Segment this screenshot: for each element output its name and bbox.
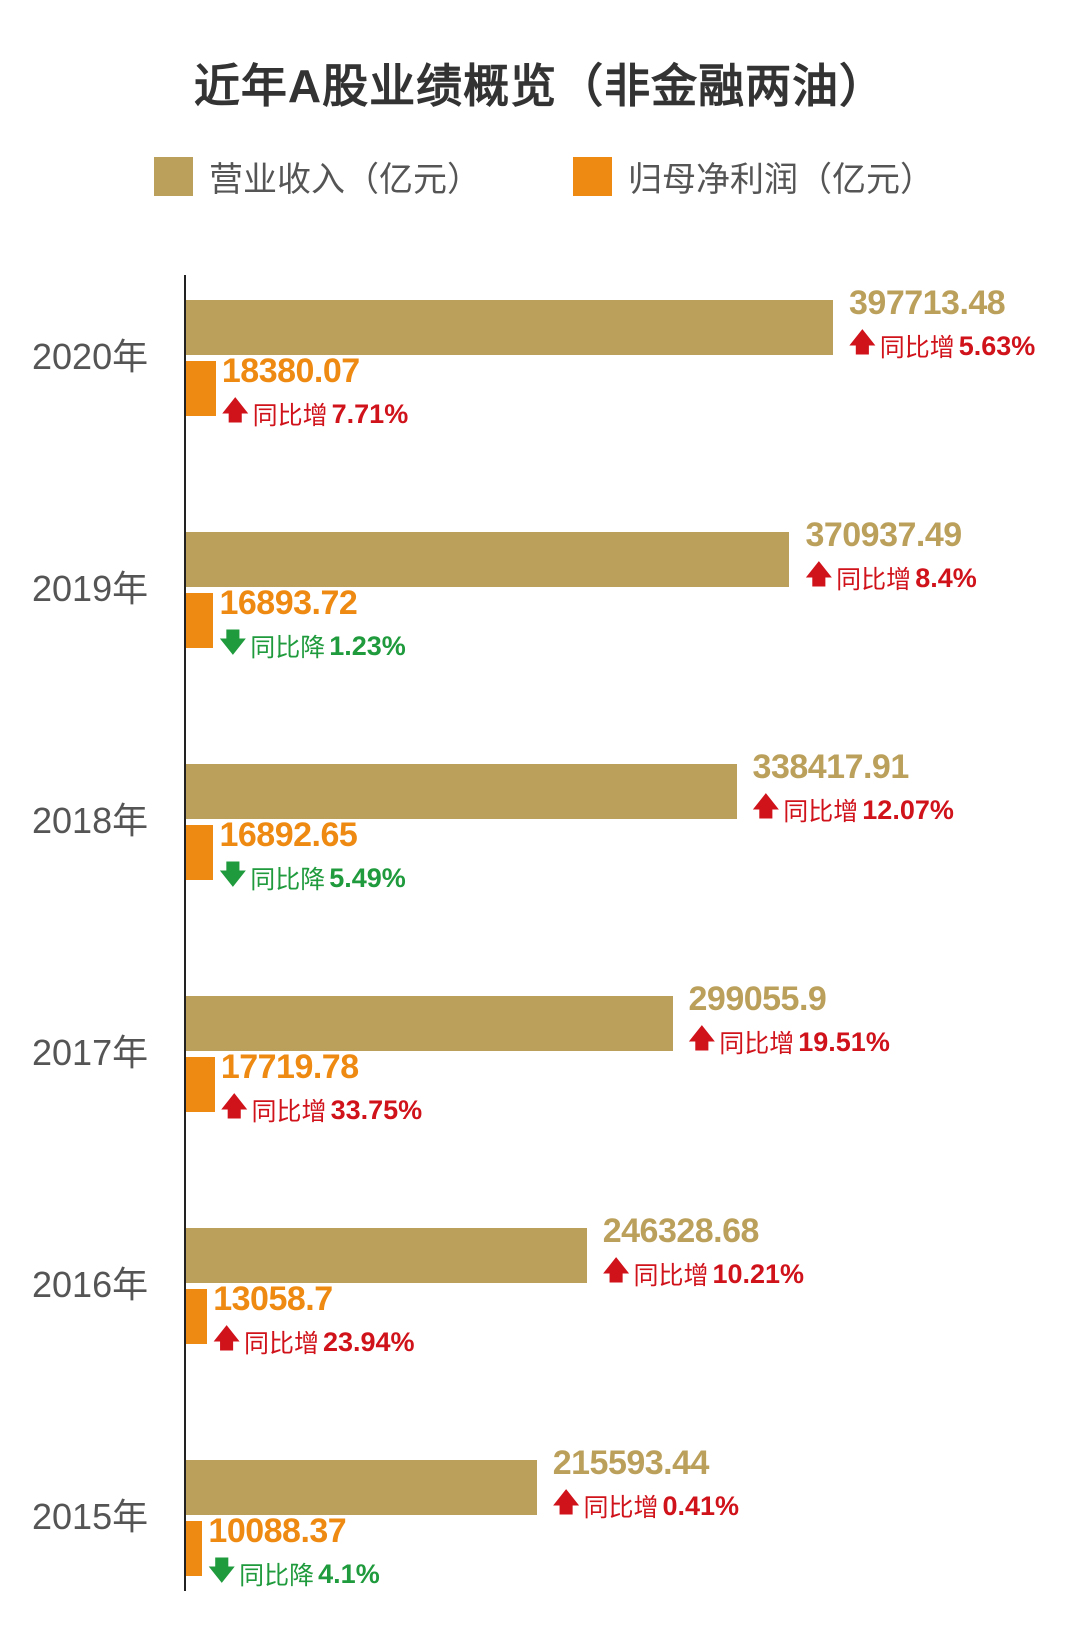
change-label: 同比增: [879, 334, 955, 362]
change-percent: 5.63%: [958, 330, 1036, 361]
revenue-value-label: 397713.48: [849, 284, 1006, 322]
revenue-bar: [186, 532, 790, 587]
legend-swatch-revenue: [154, 157, 193, 196]
profit-change: 🡇 同比降 1.23%: [219, 624, 405, 668]
arrow-up-icon: 🡅: [688, 1023, 716, 1053]
change-label: 同比降: [250, 634, 326, 662]
profit-change: 🡅 同比增 23.94%: [213, 1320, 414, 1364]
profit-change: 🡇 同比降 4.1%: [208, 1552, 379, 1596]
revenue-value-label: 246328.68: [602, 1212, 760, 1250]
arrow-down-icon: 🡇: [219, 859, 247, 889]
revenue-bar: [186, 1460, 537, 1515]
arrow-up-icon: 🡅: [221, 395, 249, 425]
arrow-up-icon: 🡅: [602, 1255, 630, 1285]
change-label: 同比降: [250, 866, 326, 894]
change-label: 同比增: [633, 1262, 709, 1290]
legend-label-revenue: 营业收入（亿元）: [209, 161, 481, 199]
change-percent: 4.1%: [318, 1558, 380, 1589]
change-label: 同比增: [836, 566, 912, 594]
profit-bar: [186, 1057, 215, 1112]
revenue-change: 🡅 同比增 8.4%: [805, 556, 976, 600]
revenue-bar: [186, 996, 673, 1051]
change-percent: 5.49%: [329, 862, 406, 893]
profit-value-label: 16892.65: [219, 816, 358, 854]
y-axis-line: [184, 275, 186, 1591]
profit-bar: [186, 825, 214, 880]
revenue-bar: [186, 300, 833, 355]
revenue-change: 🡅 同比增 19.51%: [689, 1020, 890, 1064]
change-percent: 19.51%: [798, 1026, 890, 1057]
legend-label-profit: 归母净利润（亿元）: [628, 161, 934, 199]
change-percent: 12.07%: [862, 794, 954, 825]
change-label: 同比增: [719, 1030, 795, 1058]
arrow-up-icon: 🡅: [849, 327, 876, 357]
arrow-up-icon: 🡅: [220, 1091, 248, 1121]
change-percent: 0.41%: [662, 1490, 740, 1521]
legend-swatch-profit: [573, 157, 612, 196]
change-percent: 1.23%: [329, 630, 406, 661]
year-label: 2017年: [32, 1032, 149, 1073]
arrow-down-icon: 🡇: [208, 1555, 236, 1585]
profit-value-label: 10088.37: [208, 1512, 347, 1550]
change-percent: 8.4%: [915, 562, 977, 593]
revenue-change: 🡅 同比增 5.63%: [849, 324, 1035, 368]
chart-title: 近年A股业绩概览（非金融两油）: [193, 60, 887, 112]
arrow-down-icon: 🡇: [219, 627, 247, 657]
profit-value-label: 18380.07: [221, 352, 360, 390]
profit-change: 🡇 同比降 5.49%: [219, 856, 405, 900]
profit-change: 🡅 同比增 7.71%: [222, 392, 408, 436]
revenue-value-label: 370937.49: [805, 516, 962, 554]
change-label: 同比增: [783, 798, 859, 826]
legend: 营业收入（亿元） 归母净利润（亿元）: [0, 152, 1080, 199]
revenue-change: 🡅 同比增 10.21%: [603, 1252, 804, 1296]
arrow-up-icon: 🡅: [213, 1323, 240, 1353]
revenue-bar: [186, 764, 737, 819]
change-percent: 23.94%: [322, 1326, 415, 1357]
arrow-up-icon: 🡅: [552, 1487, 580, 1517]
profit-change: 🡅 同比增 33.75%: [221, 1088, 422, 1132]
profit-value-label: 13058.7: [213, 1280, 333, 1318]
legend-item-revenue: 营业收入（亿元）: [154, 152, 481, 201]
change-label: 同比增: [251, 1098, 327, 1126]
arrow-up-icon: 🡅: [805, 559, 833, 589]
year-label: 2016年: [32, 1264, 149, 1305]
change-percent: 7.71%: [331, 398, 409, 429]
year-label: 2019年: [32, 568, 149, 609]
year-label: 2018年: [32, 800, 149, 841]
revenue-bar: [186, 1228, 587, 1283]
arrow-up-icon: 🡅: [752, 791, 780, 821]
profit-bar: [186, 1289, 208, 1344]
change-percent: 33.75%: [330, 1094, 423, 1125]
legend-item-profit: 归母净利润（亿元）: [573, 152, 934, 201]
profit-bar: [186, 361, 216, 416]
revenue-value-label: 299055.9: [688, 980, 827, 1018]
revenue-change: 🡅 同比增 12.07%: [753, 788, 954, 832]
revenue-change: 🡅 同比增 0.41%: [553, 1484, 739, 1528]
change-label: 同比降: [239, 1562, 315, 1590]
profit-value-label: 17719.78: [220, 1048, 359, 1086]
year-label: 2020年: [32, 336, 149, 377]
profit-bar: [186, 593, 214, 648]
change-label: 同比增: [583, 1494, 659, 1522]
revenue-value-label: 338417.91: [752, 748, 910, 786]
profit-bar: [186, 1521, 203, 1576]
revenue-value-label: 215593.44: [552, 1444, 710, 1482]
profit-value-label: 16893.72: [219, 584, 358, 622]
change-percent: 10.21%: [712, 1258, 805, 1289]
year-label: 2015年: [32, 1496, 149, 1537]
change-label: 同比增: [243, 1330, 319, 1358]
change-label: 同比增: [252, 402, 328, 430]
